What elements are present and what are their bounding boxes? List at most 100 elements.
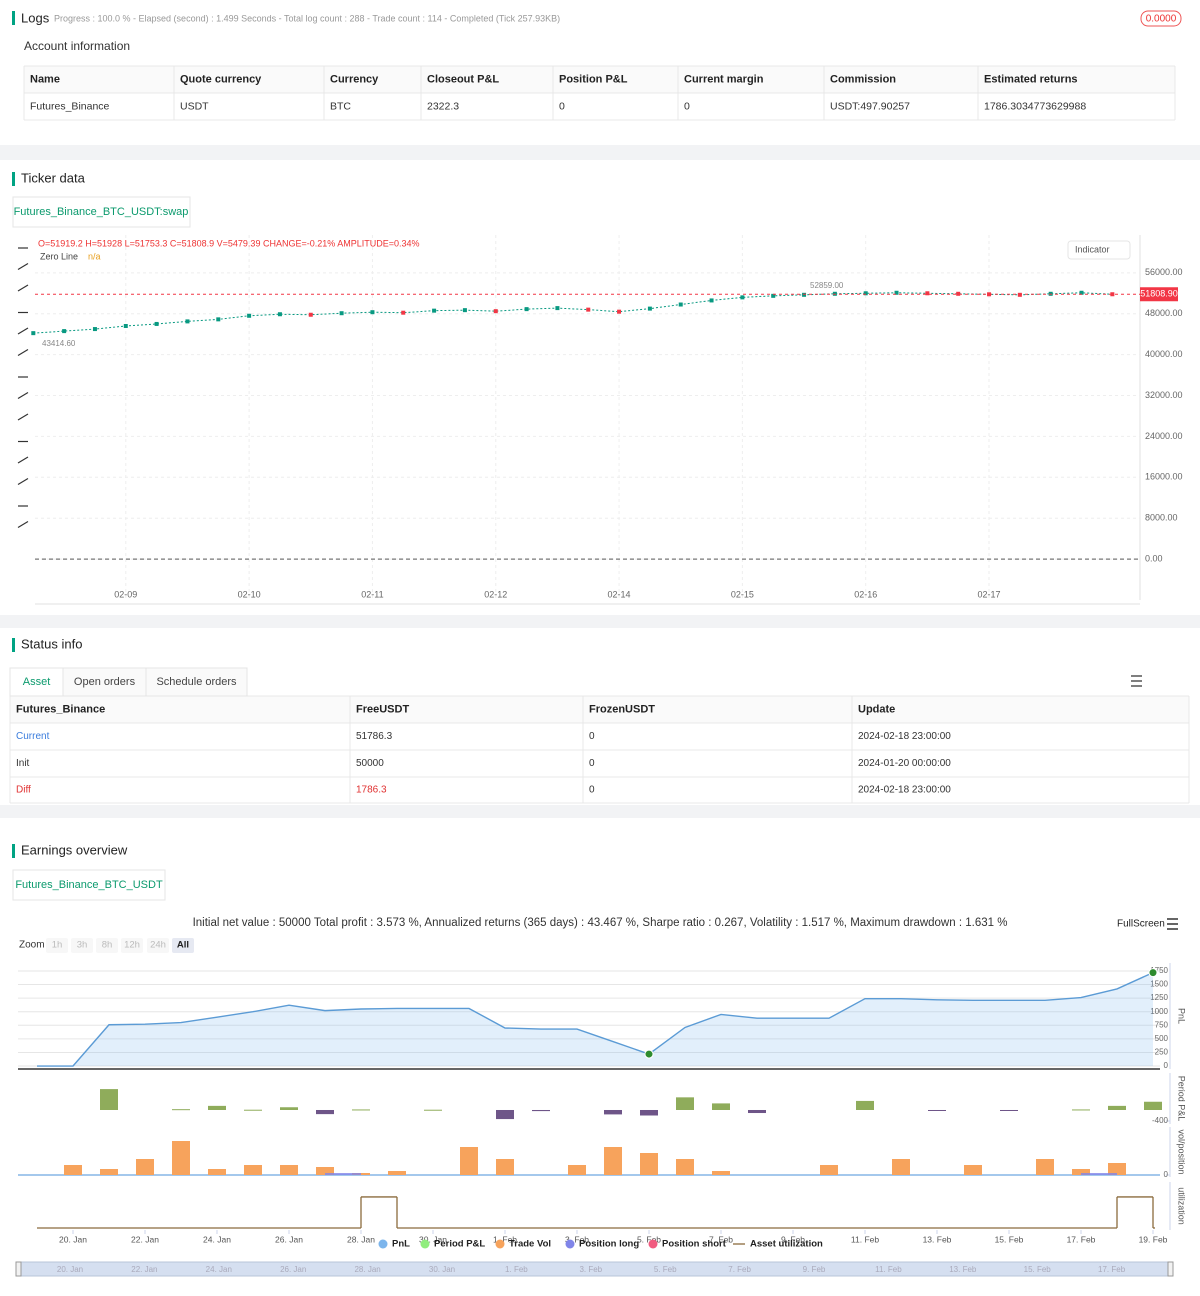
bar <box>892 1159 910 1175</box>
menu-icon[interactable] <box>1131 675 1142 687</box>
tool-icon[interactable] <box>17 262 29 271</box>
indicator-button[interactable] <box>1067 240 1131 260</box>
zoom-button-label[interactable]: 1h <box>52 940 63 951</box>
x-tick-label: 02-15 <box>731 589 754 599</box>
legend-label[interactable]: Asset utilization <box>750 1239 823 1250</box>
candle <box>92 327 97 332</box>
bar <box>316 1109 334 1115</box>
legend-label[interactable]: Position short <box>662 1239 727 1250</box>
bar <box>208 1169 226 1175</box>
tab-label[interactable]: Asset <box>23 676 51 688</box>
last-price: 51808.90 <box>1140 289 1178 299</box>
accent <box>12 638 15 652</box>
x-tick-label: 20. Jan <box>59 1234 87 1244</box>
tool-icon[interactable] <box>17 520 29 529</box>
tab[interactable] <box>145 667 248 697</box>
x-tick-label: 02-12 <box>484 589 507 599</box>
legend-label[interactable]: Position long <box>579 1239 639 1250</box>
menu-icon[interactable] <box>1167 918 1178 930</box>
x-tick-label: 02-11 <box>361 589 383 599</box>
tab[interactable] <box>62 667 147 697</box>
candle <box>216 317 221 322</box>
tool-icon[interactable] <box>17 348 29 357</box>
tab[interactable] <box>12 196 191 228</box>
zoom-button[interactable] <box>71 938 93 953</box>
logs-title: Logs <box>21 10 50 25</box>
legend-label[interactable]: PnL <box>392 1239 410 1250</box>
panel-title: Period P&L <box>1177 1076 1187 1122</box>
x-tick-label: 02-09 <box>114 589 137 599</box>
y-tick-label: 1250 <box>1150 993 1168 1002</box>
y-tick-label: 1000 <box>1150 1007 1168 1016</box>
tool-icon[interactable] <box>17 327 29 335</box>
legend-label[interactable]: Period P&L <box>434 1239 485 1250</box>
navigator-handle[interactable] <box>1167 1261 1174 1277</box>
y-tick-label: 0.00 <box>1145 553 1163 563</box>
table-cell: 50000 <box>356 758 384 769</box>
price-line <box>33 292 1113 334</box>
status-title: Status info <box>21 636 82 651</box>
x-tick-label: 5. Feb <box>637 1234 661 1244</box>
accent <box>12 844 15 858</box>
tool-icon[interactable] <box>17 284 29 292</box>
zoom-button-label[interactable]: 3h <box>77 940 88 951</box>
tab-label[interactable]: Open orders <box>74 676 136 688</box>
tool-icon[interactable] <box>17 456 29 464</box>
fullscreen[interactable]: FullScreen <box>1117 919 1165 930</box>
bar <box>640 1153 658 1175</box>
bar <box>496 1159 514 1175</box>
bar <box>280 1165 298 1175</box>
tool-icon[interactable] <box>17 413 29 421</box>
navigator-label: 30. Jan <box>429 1265 455 1274</box>
x-tick-label: 19. Feb <box>1139 1234 1168 1244</box>
navigator-handle[interactable] <box>15 1261 22 1277</box>
bar <box>856 1100 874 1110</box>
y-tick-label: 24000.00 <box>1145 431 1183 441</box>
zoom-button-label[interactable]: 12h <box>124 940 140 951</box>
navigator-label: 7. Feb <box>728 1265 751 1274</box>
zoom-button-label[interactable]: 24h <box>150 940 166 951</box>
zoom-button-label[interactable]: All <box>177 940 189 951</box>
pnl-marker <box>644 1049 654 1059</box>
table-header: Quote currency <box>180 73 262 85</box>
tab-label[interactable]: Futures_Binance_BTC_USDT <box>15 879 163 891</box>
zero-line-value: n/a <box>88 251 101 261</box>
table-header: Futures_Binance <box>16 703 105 715</box>
tool-icon[interactable] <box>17 477 29 486</box>
bar <box>244 1109 262 1111</box>
zoom-button[interactable] <box>121 938 143 953</box>
navigator-label: 11. Feb <box>875 1265 902 1274</box>
candle <box>1110 292 1115 297</box>
panel-title: vol/position <box>1177 1129 1187 1174</box>
table-header: Name <box>30 73 60 85</box>
bar <box>172 1109 190 1111</box>
candle <box>678 302 683 307</box>
account-title: Account information <box>24 39 130 53</box>
legend-label[interactable]: Trade Vol <box>509 1239 551 1250</box>
x-tick-label: 02-16 <box>854 589 877 599</box>
x-tick-label: 28. Jan <box>347 1234 375 1244</box>
x-tick-label: 02-17 <box>978 589 1001 599</box>
zoom-button[interactable] <box>46 938 68 953</box>
table-cell: 51786.3 <box>356 731 393 742</box>
candle <box>586 307 591 312</box>
zoom-label: Zoom <box>19 940 45 951</box>
tool-icon[interactable] <box>17 391 29 400</box>
zoom-button[interactable] <box>147 938 169 953</box>
tab-label[interactable]: Futures_Binance_BTC_USDT:swap <box>14 206 189 218</box>
candle <box>154 321 159 326</box>
bar <box>460 1147 478 1175</box>
indicator-label[interactable]: Indicator <box>1075 244 1110 254</box>
bar <box>1072 1109 1090 1111</box>
bar <box>280 1107 298 1110</box>
tab-label[interactable]: Schedule orders <box>156 676 237 688</box>
candle <box>462 308 467 313</box>
y-tick-label: 750 <box>1155 1020 1169 1029</box>
bar <box>820 1165 838 1175</box>
zoom-button[interactable] <box>96 938 118 953</box>
zoom-button-label[interactable]: 8h <box>102 940 113 951</box>
zoom-button[interactable] <box>172 938 194 953</box>
x-tick-label: 24. Jan <box>203 1234 231 1244</box>
tab[interactable] <box>12 869 166 901</box>
